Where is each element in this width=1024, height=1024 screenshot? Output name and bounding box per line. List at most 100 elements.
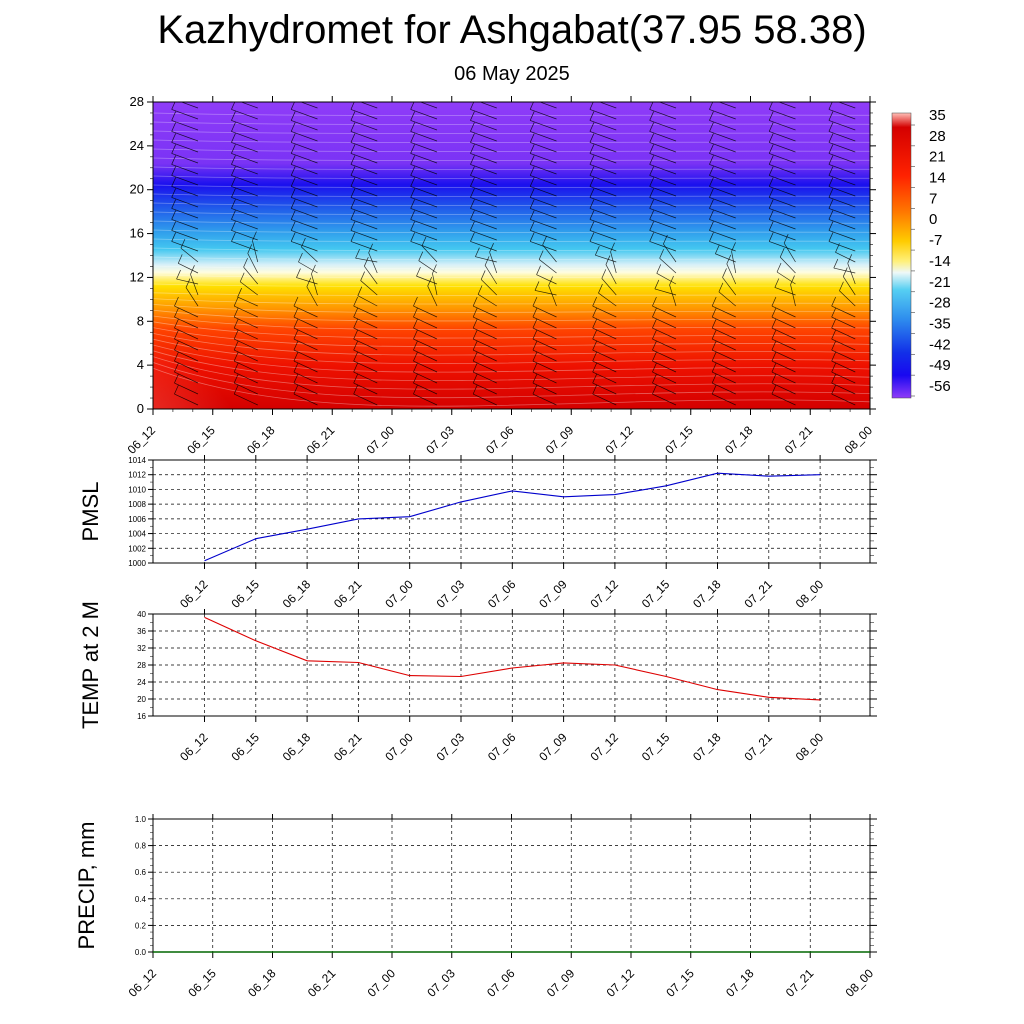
wind-barb-flag bbox=[350, 144, 356, 154]
wind-barb bbox=[831, 360, 856, 373]
x-tick-label: 06_21 bbox=[304, 423, 338, 457]
wind-barb-flag bbox=[828, 221, 834, 231]
wind-barb bbox=[790, 284, 796, 307]
wind-barb bbox=[828, 164, 856, 175]
wind-barb-flag bbox=[532, 384, 538, 395]
wind-barb bbox=[589, 164, 617, 175]
isotherm-line bbox=[153, 139, 870, 143]
wind-barb bbox=[413, 305, 438, 318]
wind-barb-flag bbox=[831, 362, 837, 373]
x-tick-label: 07_09 bbox=[536, 730, 570, 764]
wind-barb-flag bbox=[589, 166, 595, 176]
wind-barb bbox=[291, 131, 318, 142]
wind-barb bbox=[709, 109, 736, 120]
wind-barb bbox=[291, 241, 318, 252]
wind-barb bbox=[350, 175, 378, 186]
wind-barb bbox=[532, 382, 557, 395]
wind-barb-flag bbox=[350, 177, 356, 187]
wind-barb-flag bbox=[776, 262, 782, 273]
wind-barb-flag bbox=[290, 210, 296, 220]
wind-barb bbox=[353, 360, 378, 373]
wind-barb bbox=[589, 131, 617, 142]
wind-barb bbox=[364, 265, 378, 285]
wind-barb-flag bbox=[353, 296, 359, 307]
wind-barb-flag bbox=[293, 307, 299, 318]
wind-barb bbox=[769, 131, 796, 142]
wind-barb bbox=[592, 349, 617, 362]
wind-barb-flag bbox=[290, 221, 296, 231]
wind-barb bbox=[350, 186, 378, 197]
wind-barb bbox=[231, 186, 258, 197]
wind-barb bbox=[231, 219, 258, 230]
y-tick-label: 1004 bbox=[128, 530, 146, 539]
series-line bbox=[204, 616, 821, 701]
isotherm-line bbox=[153, 220, 870, 224]
isotherm-line bbox=[153, 274, 870, 278]
isotherm-line bbox=[153, 265, 870, 269]
wind-barb bbox=[479, 102, 497, 109]
wind-barb-flag bbox=[472, 296, 478, 307]
x-tick-label: 07_03 bbox=[424, 966, 458, 1000]
wind-barb bbox=[171, 197, 199, 208]
y-axis-label: PMSL bbox=[78, 482, 103, 542]
wind-barb-flag bbox=[410, 166, 416, 176]
colorbar-labels: 35 28 21 14 7 0 -7 -14 -21 -28 -35 -42 -49 -56 bbox=[911, 107, 951, 397]
x-tick-label: 06_12 bbox=[177, 577, 211, 611]
wind-barb bbox=[652, 360, 677, 373]
wind-barb-flag bbox=[652, 329, 657, 340]
wind-barb bbox=[530, 197, 557, 208]
x-tick-label: 07_00 bbox=[382, 577, 416, 611]
isotherm-line bbox=[153, 321, 870, 339]
wind-barb-flag bbox=[350, 155, 356, 165]
x-tick-label: 07_18 bbox=[722, 423, 756, 457]
wind-barb-flag bbox=[233, 329, 239, 340]
wind-barb-flag bbox=[768, 210, 774, 220]
wind-barb-flag bbox=[592, 362, 598, 373]
wind-barb-flag bbox=[649, 177, 655, 187]
wind-barb-flag bbox=[589, 122, 595, 132]
wind-barb-flag bbox=[293, 296, 299, 307]
y-tick-label: 0.0 bbox=[135, 948, 147, 957]
wind-barb-flag bbox=[231, 89, 235, 98]
wind-barb bbox=[473, 371, 497, 384]
colorbar-label: -14 bbox=[929, 253, 951, 270]
wind-barb bbox=[828, 109, 856, 120]
y-tick-label: 28 bbox=[130, 94, 144, 109]
wind-barb-flag bbox=[649, 133, 655, 143]
wind-barb bbox=[532, 338, 557, 351]
wind-barb bbox=[291, 109, 318, 120]
wind-barb bbox=[709, 230, 736, 241]
wind-barb bbox=[605, 264, 617, 285]
wind-barb bbox=[771, 393, 796, 406]
colorbar-label: 28 bbox=[929, 128, 946, 145]
x-tick-label: 06_18 bbox=[280, 730, 314, 764]
wind-barb-flag bbox=[171, 210, 177, 220]
wind-barb bbox=[709, 131, 736, 142]
isotherm-line bbox=[153, 247, 870, 251]
wind-barb bbox=[171, 142, 199, 153]
wind-barb-flag bbox=[831, 329, 837, 340]
wind-barb-flag bbox=[828, 188, 834, 198]
wind-barb bbox=[489, 252, 498, 274]
wind-barb-flag bbox=[171, 221, 177, 231]
wind-barb-flag bbox=[421, 236, 427, 247]
y-axis-label: PRECIP, mm bbox=[74, 822, 99, 950]
wind-barb bbox=[174, 393, 199, 406]
wind-barb-flag bbox=[174, 351, 179, 362]
y-tick-label: 0.2 bbox=[135, 921, 147, 930]
wind-barb bbox=[174, 360, 199, 373]
x-tick-label: 07_03 bbox=[434, 730, 468, 764]
x-tick-label: 06_15 bbox=[228, 730, 262, 764]
wind-barb bbox=[589, 175, 617, 186]
wind-barb-flag bbox=[771, 351, 777, 362]
wind-barb bbox=[355, 257, 378, 263]
wind-barb-flag bbox=[470, 155, 475, 165]
wind-barb-flag bbox=[768, 221, 774, 231]
wind-barb bbox=[601, 278, 617, 296]
wind-barb-flag bbox=[410, 177, 416, 187]
wind-barb-flag bbox=[768, 188, 774, 198]
y-tick-label: 1002 bbox=[128, 544, 146, 553]
wind-barb bbox=[709, 153, 736, 164]
wind-barb bbox=[771, 316, 796, 329]
